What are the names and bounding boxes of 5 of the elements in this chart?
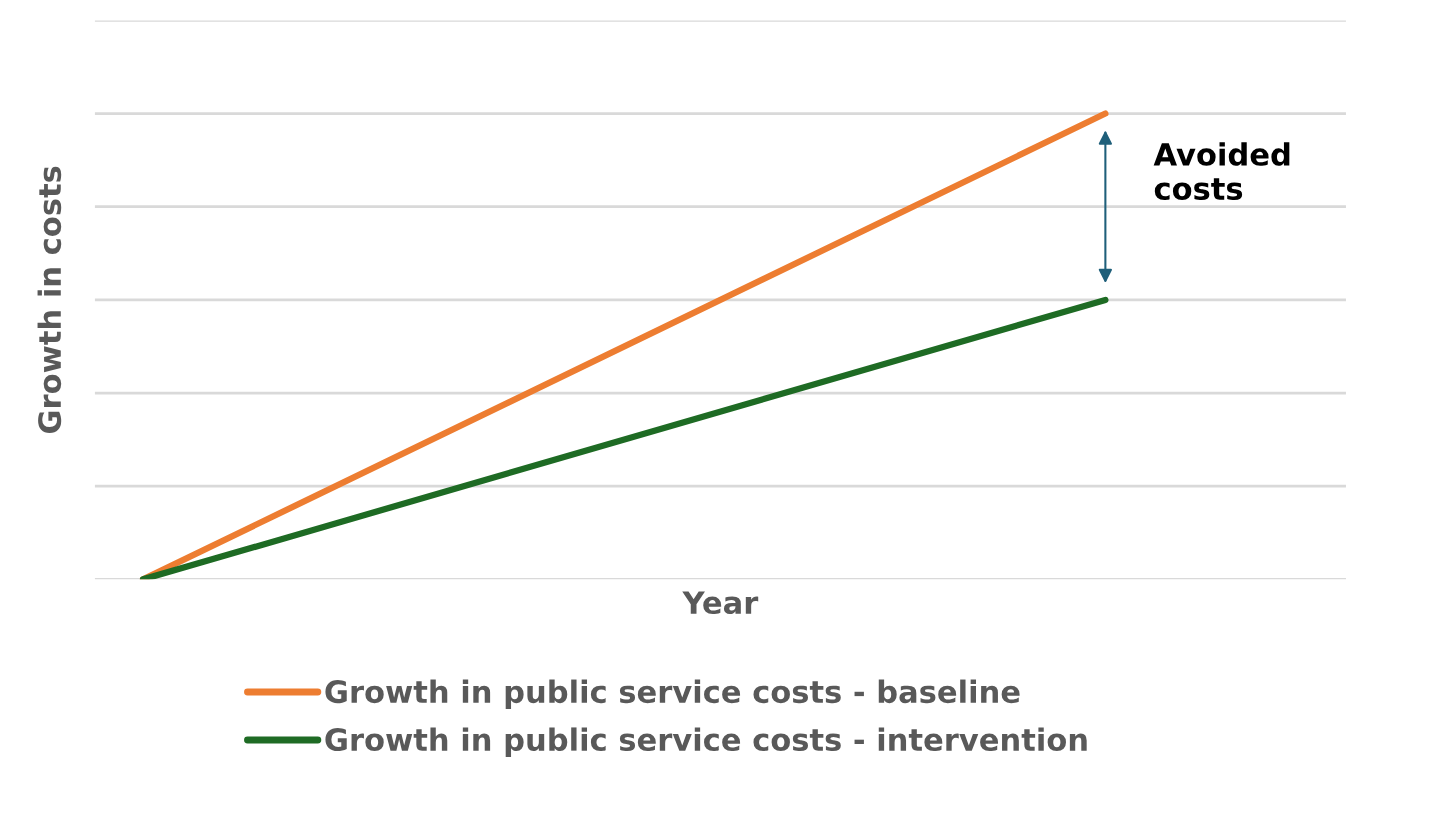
y-axis-title: Growth in costs [37, 166, 62, 434]
legend-label: Growth in public service costs - baseline [325, 679, 1020, 710]
x-axis-title: Year [682, 591, 759, 615]
legend-label: Growth in public service costs - intervention [325, 727, 1087, 757]
annotation: Avoided costs [1153, 142, 1290, 201]
